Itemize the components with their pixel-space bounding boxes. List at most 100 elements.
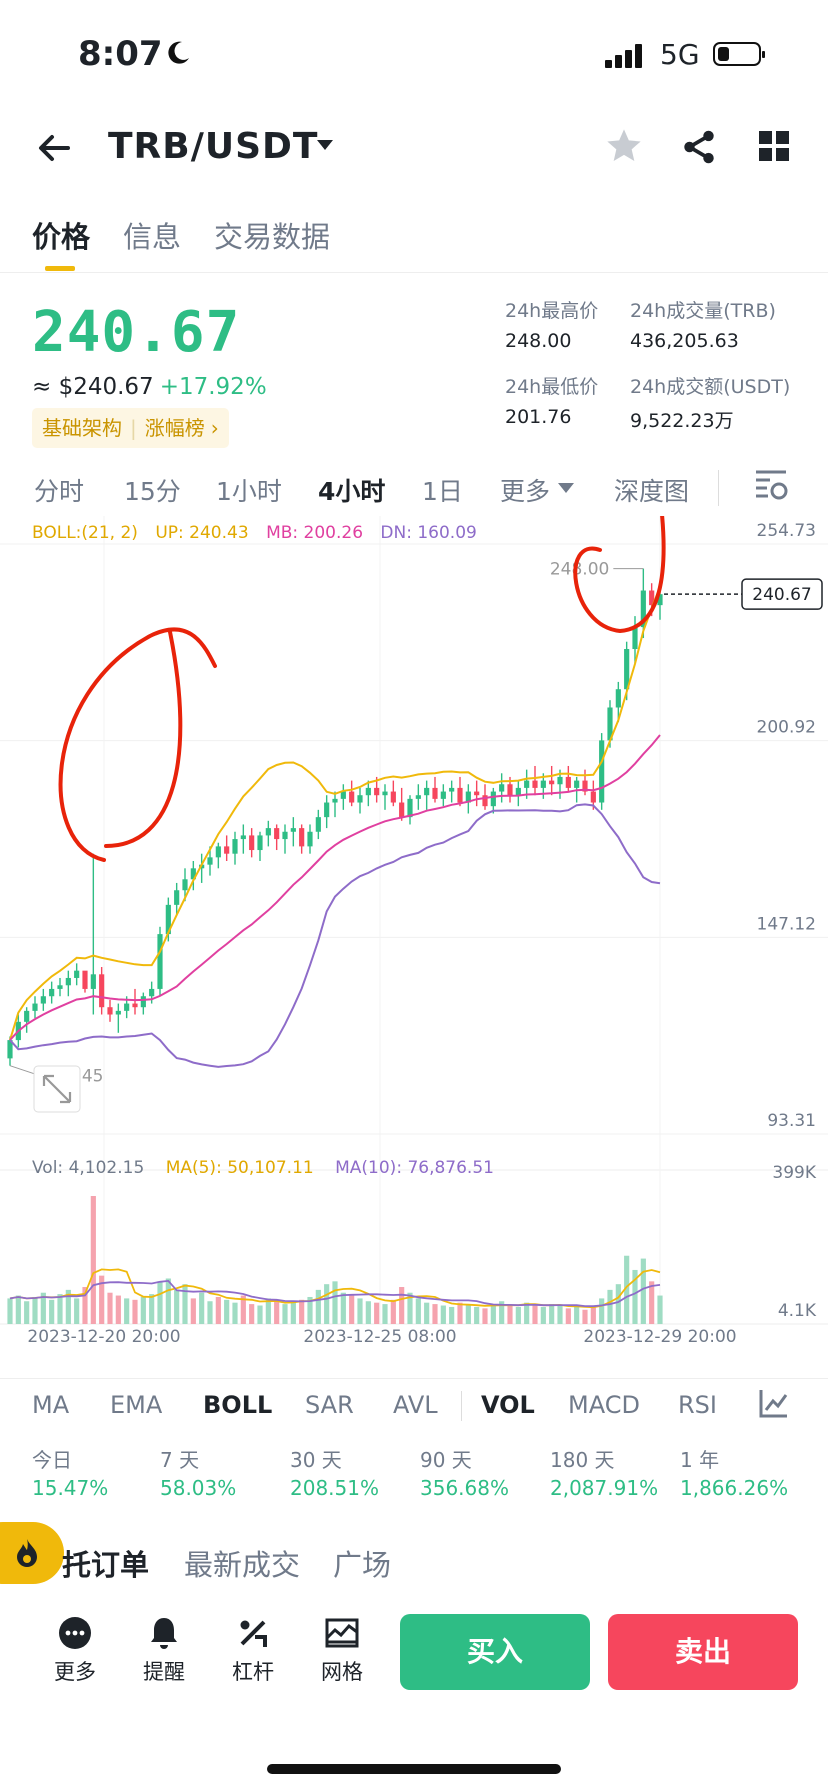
- usd-price-line: ≈ $240.67 +17.92%: [32, 374, 267, 400]
- tag-infrastructure[interactable]: 基础架构: [42, 416, 122, 440]
- interval-1h[interactable]: 1小时: [216, 477, 282, 506]
- tab-square[interactable]: 广场: [333, 1548, 392, 1582]
- candlestick-chart[interactable]: 254.73200.92147.1293.31248.00113.45240.6…: [0, 516, 828, 1352]
- network-label: 5G: [660, 38, 700, 71]
- stat-vol: 436,205.63: [630, 330, 739, 352]
- candle: [315, 817, 321, 832]
- sell-button[interactable]: 卖出: [608, 1614, 798, 1690]
- tab-latest-trades[interactable]: 最新成交: [184, 1548, 301, 1582]
- indicator-boll[interactable]: BOLL: [203, 1391, 273, 1419]
- volume-bar: [482, 1308, 488, 1324]
- tab-trading-data[interactable]: 交易数据: [214, 220, 331, 254]
- indicator-ma[interactable]: MA: [32, 1391, 70, 1419]
- interval-depth[interactable]: 深度图: [614, 477, 690, 506]
- tab-price[interactable]: 价格: [32, 220, 91, 254]
- candle: [165, 904, 171, 935]
- tab-order-book[interactable]: 托订单: [62, 1548, 150, 1582]
- buy-button[interactable]: 买入: [400, 1614, 590, 1690]
- more-dots-icon: [59, 1617, 91, 1649]
- interval-more[interactable]: 更多: [500, 477, 551, 506]
- volume-bar: [465, 1304, 471, 1324]
- volume-bar: [307, 1296, 313, 1324]
- alert-button[interactable]: 提醒: [129, 1610, 199, 1686]
- order-tabs: 托订单 最新成交 广场: [0, 1522, 828, 1604]
- candle: [324, 802, 330, 818]
- volume-bar: [132, 1299, 138, 1324]
- interval-4h[interactable]: 4小时: [318, 477, 386, 506]
- candle: [632, 627, 638, 650]
- volume-bar: [607, 1289, 613, 1324]
- perf-period: 180 天: [550, 1448, 615, 1472]
- volume-bar: [207, 1301, 213, 1324]
- stat-low: 201.76: [505, 406, 572, 428]
- indicator-avl[interactable]: AVL: [393, 1391, 438, 1419]
- indicator-settings-icon[interactable]: [758, 1387, 790, 1419]
- grid-button[interactable]: 网格: [307, 1610, 377, 1686]
- interval-timeline[interactable]: 分时: [34, 477, 85, 506]
- volume-bar: [515, 1306, 521, 1324]
- interval-1d[interactable]: 1日: [422, 477, 463, 506]
- candle: [565, 776, 571, 788]
- candle: [265, 828, 271, 836]
- boll-upper-line: [9, 586, 661, 1041]
- chart-settings-icon[interactable]: [754, 466, 790, 502]
- stat-high-label: 24h最高价: [505, 300, 599, 322]
- favorite-star-icon[interactable]: [604, 126, 644, 166]
- volume-bar: [615, 1284, 621, 1324]
- volume-bar: [124, 1298, 130, 1324]
- y-tick-label: 254.73: [757, 521, 816, 541]
- candle: [599, 740, 605, 803]
- volume-bar: [624, 1255, 630, 1324]
- volume-bar: [490, 1305, 496, 1324]
- volume-bar: [24, 1301, 30, 1324]
- layout-grid-icon[interactable]: [758, 130, 790, 162]
- volume-bar: [582, 1309, 588, 1324]
- home-indicator[interactable]: [267, 1764, 561, 1774]
- candle: [582, 780, 588, 792]
- indicator-ema[interactable]: EMA: [110, 1391, 163, 1419]
- volume-bar: [524, 1302, 530, 1324]
- candle: [515, 787, 521, 796]
- fire-badge[interactable]: [0, 1522, 64, 1584]
- volume-bar: [657, 1295, 663, 1324]
- more-button[interactable]: 更多: [40, 1610, 110, 1686]
- volume-bar: [340, 1292, 346, 1324]
- candle: [115, 1010, 121, 1015]
- last-price: 240.67: [32, 300, 241, 365]
- pair-title[interactable]: TRB/USDT: [108, 126, 319, 167]
- interval-bar: 分时 15分 1小时 4小时 1日 更多 深度图: [0, 466, 828, 516]
- more-label: 更多: [54, 1660, 96, 1684]
- tag-box[interactable]: 基础架构 | 涨幅榜 ›: [32, 408, 229, 448]
- indicator-sar[interactable]: SAR: [305, 1391, 354, 1419]
- perf-period: 30 天: [290, 1448, 342, 1472]
- volume-bar: [282, 1304, 288, 1324]
- candle: [24, 1010, 30, 1022]
- candle: [124, 1003, 130, 1011]
- candle: [7, 1040, 13, 1059]
- volume-bar: [440, 1305, 446, 1324]
- perf-value: 2,087.91%: [550, 1476, 659, 1500]
- volume-bar: [424, 1302, 430, 1324]
- tab-info[interactable]: 信息: [123, 220, 182, 254]
- indicator-macd[interactable]: MACD: [568, 1391, 640, 1419]
- indicator-vol[interactable]: VOL: [481, 1391, 535, 1419]
- margin-button[interactable]: 杠杆: [218, 1610, 288, 1686]
- interval-15m[interactable]: 15分: [124, 477, 181, 506]
- back-arrow-icon[interactable]: [34, 128, 74, 168]
- pair-dropdown-icon[interactable]: [315, 138, 335, 152]
- battery-icon: [713, 42, 765, 66]
- candle: [340, 791, 346, 799]
- status-time: 8:07: [78, 34, 163, 74]
- volume-bar: [415, 1298, 421, 1324]
- volume-bar: [274, 1301, 280, 1324]
- perf-value: 1,866.26%: [680, 1476, 789, 1500]
- price-change: +17.92%: [159, 374, 267, 400]
- volume-bar: [557, 1305, 563, 1324]
- candle: [182, 879, 188, 891]
- tag-gainers[interactable]: 涨幅榜: [144, 416, 205, 440]
- indicator-rsi[interactable]: RSI: [678, 1391, 717, 1419]
- volume-bar: [574, 1306, 580, 1324]
- volume-bar: [315, 1289, 321, 1324]
- share-icon[interactable]: [680, 128, 718, 166]
- candle: [140, 996, 146, 1008]
